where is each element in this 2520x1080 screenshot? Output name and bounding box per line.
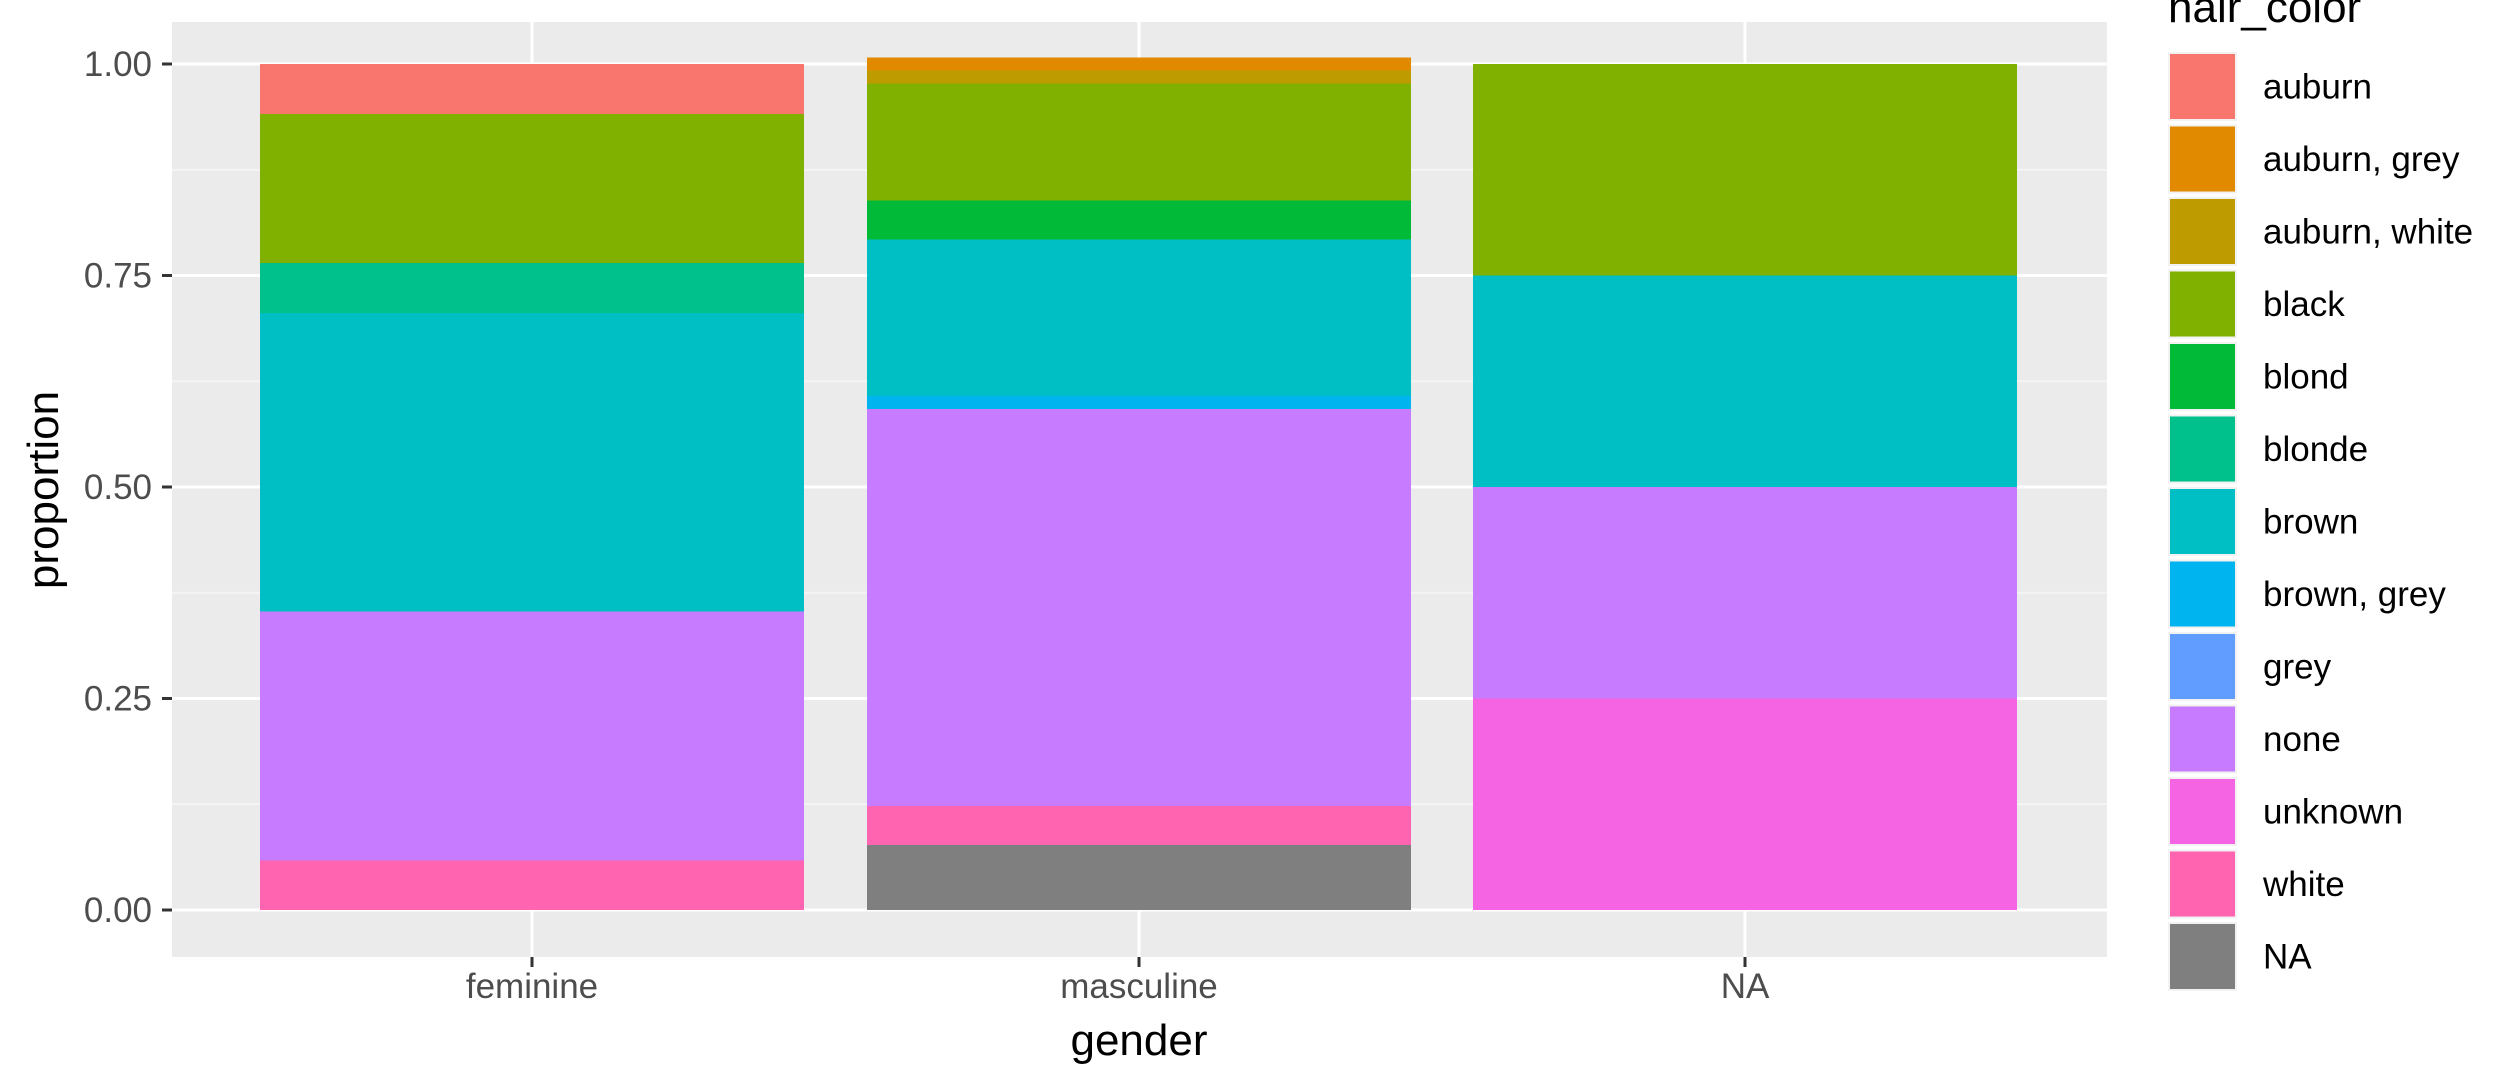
x-axis: feminine masculine NA [466, 957, 1770, 1006]
bar-segment [260, 312, 804, 612]
legend-key [2170, 561, 2235, 627]
bar-segment [867, 844, 1411, 910]
bar-segment [867, 57, 1411, 71]
legend-key [2170, 779, 2235, 844]
legend-key [2170, 344, 2235, 409]
y-tick-label: 0.00 [84, 891, 152, 930]
legend-key [2170, 54, 2235, 119]
bars [260, 57, 2017, 910]
legend-key [2170, 634, 2235, 699]
bar-segment [867, 805, 1411, 845]
y-axis: 0.00 0.25 0.50 0.75 1.00 [84, 45, 172, 930]
y-tick-label: 0.25 [84, 680, 152, 719]
legend-label: auburn [2263, 68, 2372, 107]
bar-segment [1473, 64, 2017, 276]
y-axis-title: proportion [19, 391, 68, 589]
y-tick-label: 0.50 [84, 468, 152, 507]
legend-key [2170, 924, 2235, 989]
bar-segment [1473, 275, 2017, 487]
legend-label: auburn, grey [2263, 140, 2460, 179]
bar-segment [1473, 487, 2017, 699]
x-tick-label: feminine [466, 967, 598, 1006]
legend-key [2170, 706, 2235, 772]
y-tick-label: 1.00 [84, 45, 152, 84]
legend-label: none [2263, 720, 2341, 759]
legend-key [2170, 271, 2235, 337]
legend-label: black [2263, 285, 2345, 324]
legend-label: brown, grey [2263, 575, 2446, 614]
x-axis-title: gender [1070, 1016, 1207, 1065]
legend-key [2170, 851, 2235, 917]
legend-label: NA [2263, 938, 2312, 977]
legend-label: brown [2263, 503, 2358, 542]
legend-key [2170, 416, 2235, 482]
legend-label: blond [2263, 358, 2349, 397]
bar-segment [867, 200, 1411, 240]
legend-label: unknown [2263, 793, 2403, 832]
bar-segment [260, 611, 804, 861]
y-tick-label: 0.75 [84, 257, 152, 296]
legend-title: hair_color [2168, 0, 2361, 32]
bar-segment [260, 113, 804, 264]
legend-key [2170, 199, 2235, 264]
bar-segment [260, 860, 804, 910]
bar-segment [260, 263, 804, 313]
bar-segment [867, 395, 1411, 409]
legend-label: white [2262, 865, 2345, 904]
bar-segment [867, 70, 1411, 84]
legend-key [2170, 126, 2235, 192]
bar-segment [867, 83, 1411, 201]
legend-label: grey [2263, 648, 2332, 687]
legend-key [2170, 489, 2235, 554]
legend-label: blonde [2263, 430, 2368, 469]
x-tick-label: masculine [1060, 967, 1218, 1006]
legend: hair_color auburn auburn, grey auburn, whi… [2168, 0, 2473, 991]
bar-segment [867, 239, 1411, 396]
bar-segment [260, 64, 804, 114]
bar-segment [867, 408, 1411, 806]
bar-segment [1473, 698, 2017, 910]
x-tick-label: NA [1721, 967, 1770, 1006]
legend-label: auburn, white [2263, 213, 2473, 252]
